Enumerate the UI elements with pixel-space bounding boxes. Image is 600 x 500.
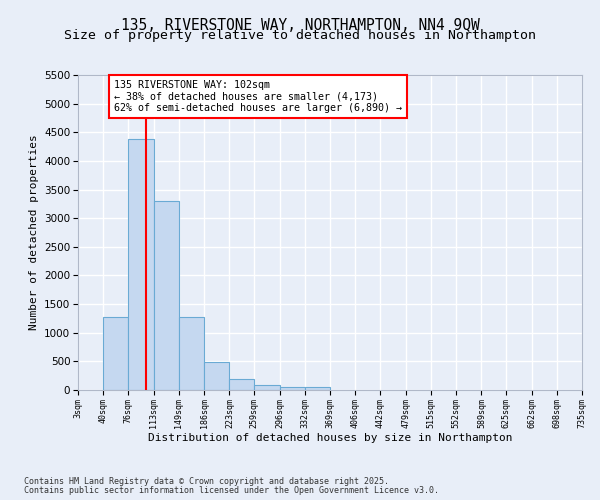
Bar [154, 201, 179, 390]
Text: Contains HM Land Registry data © Crown copyright and database right 2025.: Contains HM Land Registry data © Crown c… [24, 477, 389, 486]
Bar [229, 378, 254, 390]
Text: 135 RIVERSTONE WAY: 102sqm
← 38% of detached houses are smaller (4,173)
62% of s: 135 RIVERSTONE WAY: 102sqm ← 38% of deta… [114, 80, 402, 113]
Bar [128, 139, 154, 390]
Text: Contains public sector information licensed under the Open Government Licence v3: Contains public sector information licen… [24, 486, 439, 495]
Bar [254, 385, 280, 390]
Y-axis label: Number of detached properties: Number of detached properties [29, 134, 38, 330]
Bar [204, 362, 229, 390]
X-axis label: Distribution of detached houses by size in Northampton: Distribution of detached houses by size … [148, 433, 512, 443]
Text: Size of property relative to detached houses in Northampton: Size of property relative to detached ho… [64, 29, 536, 42]
Bar [179, 316, 204, 390]
Bar [305, 387, 330, 390]
Text: 135, RIVERSTONE WAY, NORTHAMPTON, NN4 9QW: 135, RIVERSTONE WAY, NORTHAMPTON, NN4 9Q… [121, 18, 479, 32]
Bar [103, 318, 128, 390]
Bar [280, 386, 305, 390]
